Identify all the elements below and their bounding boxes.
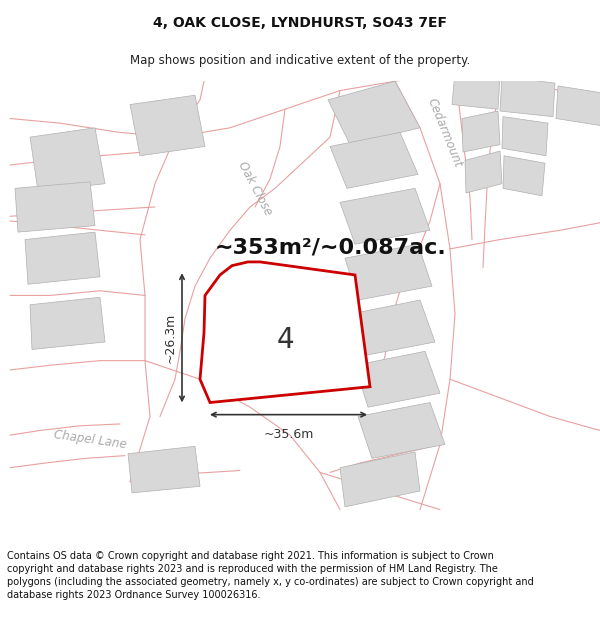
Polygon shape	[556, 86, 600, 126]
Text: ~353m²/~0.087ac.: ~353m²/~0.087ac.	[215, 237, 447, 257]
Polygon shape	[345, 244, 432, 300]
Polygon shape	[30, 128, 105, 191]
Polygon shape	[465, 151, 502, 193]
Text: 4, OAK CLOSE, LYNDHURST, SO43 7EF: 4, OAK CLOSE, LYNDHURST, SO43 7EF	[153, 16, 447, 30]
Polygon shape	[130, 95, 205, 156]
Polygon shape	[30, 298, 105, 349]
Polygon shape	[128, 446, 200, 493]
Polygon shape	[330, 132, 418, 188]
Polygon shape	[452, 72, 500, 109]
Polygon shape	[500, 77, 555, 117]
Text: Cedarmount: Cedarmount	[425, 96, 465, 169]
Polygon shape	[340, 452, 420, 507]
Text: 4: 4	[276, 326, 294, 354]
Polygon shape	[355, 351, 440, 408]
Polygon shape	[328, 81, 420, 144]
Text: ~35.6m: ~35.6m	[263, 428, 314, 441]
Polygon shape	[350, 300, 435, 356]
Polygon shape	[462, 111, 500, 152]
Polygon shape	[25, 232, 100, 284]
Text: Chapel Lane: Chapel Lane	[53, 428, 127, 451]
Polygon shape	[200, 262, 370, 402]
Text: ~26.3m: ~26.3m	[164, 312, 177, 363]
Polygon shape	[15, 182, 95, 232]
Polygon shape	[340, 188, 430, 244]
Text: Oak Close: Oak Close	[235, 159, 275, 218]
Polygon shape	[502, 117, 548, 156]
Text: Map shows position and indicative extent of the property.: Map shows position and indicative extent…	[130, 54, 470, 68]
Polygon shape	[503, 156, 545, 196]
Text: Contains OS data © Crown copyright and database right 2021. This information is : Contains OS data © Crown copyright and d…	[7, 551, 534, 601]
Polygon shape	[358, 402, 445, 458]
